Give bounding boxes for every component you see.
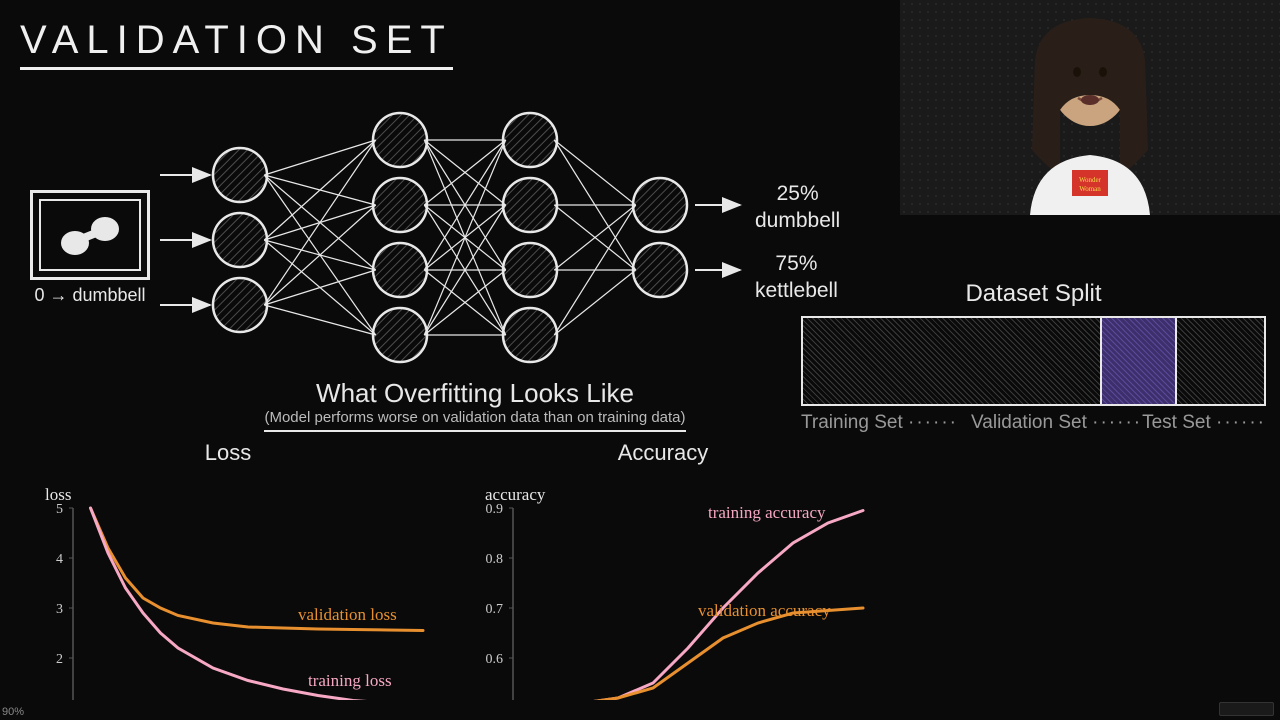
- svg-text:3: 3: [56, 602, 63, 617]
- presenter-placeholder-icon: Wonder Woman: [980, 0, 1200, 215]
- svg-text:loss: loss: [45, 485, 71, 504]
- present-mode-button[interactable]: [1219, 702, 1274, 716]
- svg-text:0.8: 0.8: [486, 552, 504, 567]
- nn-svg: [20, 105, 880, 365]
- accuracy-chart: Accuracy 0.50.60.70.80.9246810accuracyep…: [448, 440, 878, 700]
- dataset-split-diagram: Dataset Split Training Set ······Validat…: [801, 280, 1266, 434]
- svg-text:0.6: 0.6: [486, 652, 504, 667]
- zoom-indicator: 90%: [2, 706, 24, 718]
- loss-chart: Loss 12345246810lossepochvalidation loss…: [18, 440, 438, 700]
- svg-text:accuracy: accuracy: [485, 485, 546, 504]
- svg-text:4: 4: [56, 552, 63, 567]
- accuracy-chart-title: Accuracy: [448, 440, 878, 466]
- split-label-training-set: Training Set ······: [801, 412, 971, 434]
- neural-network-diagram: 0 → dumbbell 25% dumbbell 75% kettlebell: [20, 105, 880, 365]
- split-segment-training-set: [803, 318, 1102, 404]
- presenter-video: Wonder Woman: [900, 0, 1280, 215]
- overfitting-heading: What Overfitting Looks Like (Model perfo…: [230, 378, 720, 432]
- output-label-0: 25% dumbbell: [755, 180, 840, 235]
- page-title: VALIDATION SET: [20, 18, 453, 70]
- split-label-validation-set: Validation Set ······: [971, 412, 1142, 434]
- output-pct-0: 25%: [755, 180, 840, 207]
- output-name-0: dumbbell: [755, 207, 840, 234]
- split-segment-validation-set: [1102, 318, 1177, 404]
- split-labels: Training Set ······Validation Set ······…: [801, 412, 1266, 434]
- svg-text:training loss: training loss: [308, 671, 392, 690]
- svg-text:0.9: 0.9: [486, 502, 504, 517]
- overfitting-subtitle: (Model performs worse on validation data…: [264, 409, 685, 432]
- svg-text:0.7: 0.7: [486, 602, 504, 617]
- svg-text:2: 2: [56, 652, 63, 667]
- svg-text:validation loss: validation loss: [298, 605, 397, 624]
- svg-text:Wonder: Wonder: [1079, 176, 1102, 184]
- split-label-test-set: Test Set ······: [1142, 412, 1266, 434]
- loss-chart-title: Loss: [18, 440, 438, 466]
- overfitting-title: What Overfitting Looks Like: [230, 378, 720, 409]
- svg-text:5: 5: [56, 502, 63, 517]
- loss-chart-svg: 12345246810lossepochvalidation losstrain…: [18, 468, 438, 700]
- dataset-split-title: Dataset Split: [801, 280, 1266, 308]
- accuracy-chart-svg: 0.50.60.70.80.9246810accuracyepochtraini…: [448, 468, 878, 700]
- split-segment-test-set: [1177, 318, 1264, 404]
- svg-text:validation accuracy: validation accuracy: [698, 601, 831, 620]
- split-bar: [801, 316, 1266, 406]
- svg-text:training accuracy: training accuracy: [708, 503, 826, 522]
- svg-text:Woman: Woman: [1079, 185, 1101, 193]
- output-pct-1: 75%: [755, 250, 838, 277]
